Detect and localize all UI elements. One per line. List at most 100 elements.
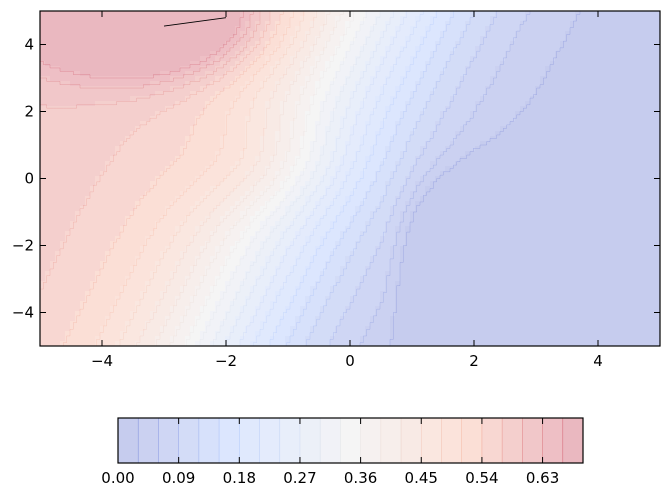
contour-cell [130,151,136,157]
contour-cell [50,136,56,142]
contour-cell [270,31,276,37]
contour-cell [260,296,266,302]
contour-cell [120,206,126,212]
contour-cell [390,71,396,77]
contour-cell [160,131,166,137]
contour-cell [140,206,146,212]
contour-cell [120,146,126,152]
contour-cell [310,96,316,102]
contour-cell [405,316,411,322]
contour-cell [330,326,336,332]
contour-cell [175,126,181,132]
contour-cell [75,126,81,132]
contour-cell [400,111,406,117]
contour-cell [325,171,331,177]
contour-cell [385,166,391,172]
contour-cell [180,306,186,312]
contour-cell [250,181,256,187]
contour-cell [260,321,266,327]
contour-cell [275,116,281,122]
contour-cell [220,216,226,222]
contour-cell [305,26,311,32]
contour-cell [95,36,101,42]
contour-cell [165,326,171,332]
contour-cell [370,246,376,252]
contour-cell [65,226,71,232]
contour-cell [165,101,171,107]
contour-cell [330,31,336,37]
contour-cell [325,121,331,127]
contour-cell [160,306,166,312]
contour-cell [225,301,231,307]
contour-cell [175,151,181,157]
contour-cell [170,56,176,62]
contour-cell [185,256,191,262]
contour-cell [310,306,316,312]
contour-cell [270,41,276,47]
contour-cell [375,296,381,302]
contour-cell [140,286,146,292]
contour-cell [385,186,391,192]
contour-cell [240,136,246,142]
contour-cell [370,256,376,262]
contour-cell [360,281,366,287]
contour-cell [215,121,221,127]
contour-cell [375,66,381,72]
contour-cell [70,331,76,337]
contour-cell [200,41,206,47]
contour-cell [295,86,301,92]
contour-cell [175,321,181,327]
contour-cell [315,91,321,97]
contour-cell [70,36,76,42]
contour-cell [50,206,56,212]
contour-cell [335,116,341,122]
contour-cell [245,306,251,312]
contour-cell [250,316,256,322]
contour-cell [280,136,286,142]
contour-cell [130,291,136,297]
contour-cell [85,161,91,167]
contour-cell [345,321,351,327]
contour-cell [65,216,71,222]
contour-cell [190,46,196,52]
contour-cell [360,111,366,117]
contour-cell [180,91,186,97]
contour-cell [270,96,276,102]
contour-cell [325,101,331,107]
contour-cell [190,241,196,247]
contour-cell [150,156,156,162]
contour-cell [55,161,61,167]
contour-cell [315,16,321,22]
contour-cell [290,56,296,62]
contour-cell [70,266,76,272]
contour-cell [245,286,251,292]
contour-cell [75,161,81,167]
contour-cell [365,36,371,42]
contour-cell [320,116,326,122]
contour-cell [190,116,196,122]
contour-cell [75,21,81,27]
contour-cell [335,76,341,82]
contour-cell [135,301,141,307]
contour-cell [135,146,141,152]
contour-cell [70,181,76,187]
contour-cell [380,256,386,262]
contour-cell [330,166,336,172]
contour-cell [365,101,371,107]
contour-cell [175,221,181,227]
contour-cell [260,111,266,117]
contour-cell [375,61,381,67]
contour-cell [335,126,341,132]
contour-cell [80,231,86,237]
contour-cell [290,51,296,57]
contour-cell [100,156,106,162]
contour-cell [75,31,81,37]
contour-cell [385,261,391,267]
contour-cell [325,31,331,37]
contour-cell [105,316,111,322]
contour-cell [40,246,46,252]
contour-cell [340,116,346,122]
contour-cell [40,256,46,262]
contour-cell [300,61,306,67]
contour-cell [355,51,361,57]
